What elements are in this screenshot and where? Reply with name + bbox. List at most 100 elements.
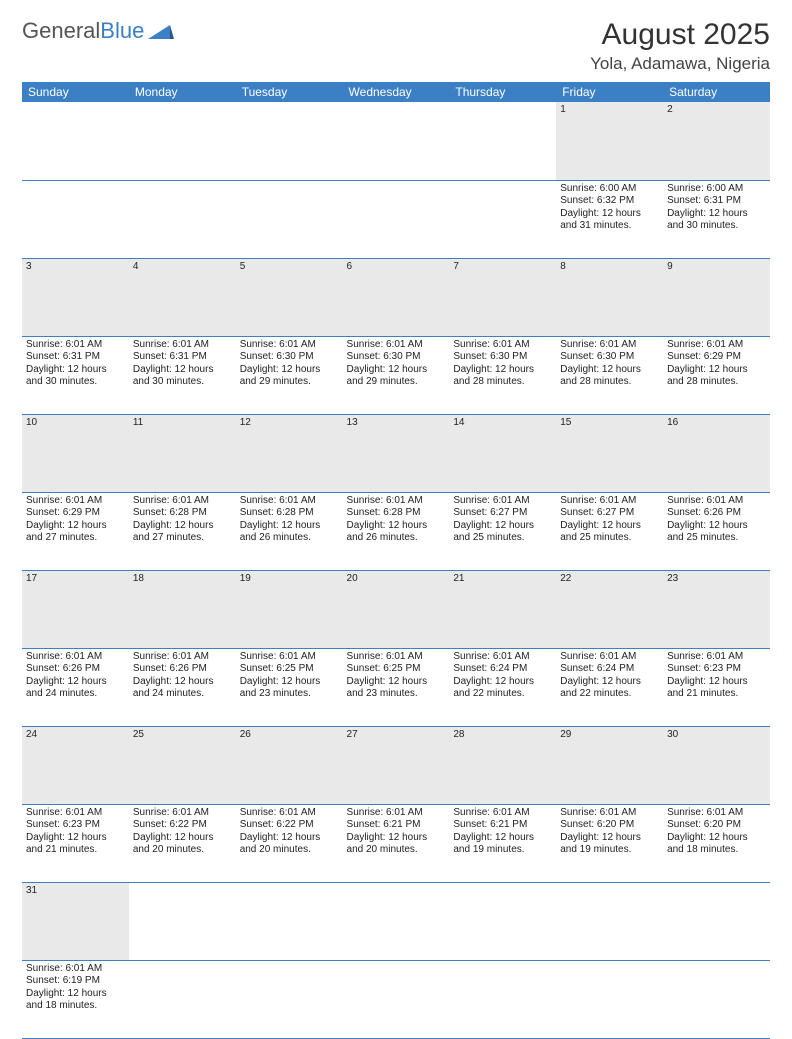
day-detail-cell: Sunrise: 6:01 AMSunset: 6:27 PMDaylight:… [449,492,556,570]
daynum-row: 10111213141516 [22,414,770,492]
day-detail-cell [449,960,556,1038]
day-header: Sunday [22,82,129,102]
day-detail-cell: Sunrise: 6:00 AMSunset: 6:31 PMDaylight:… [663,180,770,258]
day-number-cell [129,102,236,180]
day-number-cell: 11 [129,414,236,492]
day-number-cell [129,882,236,960]
logo-text-2: Blue [100,18,144,44]
detail-row: Sunrise: 6:01 AMSunset: 6:26 PMDaylight:… [22,648,770,726]
day-detail-cell: Sunrise: 6:01 AMSunset: 6:28 PMDaylight:… [236,492,343,570]
day-detail-cell: Sunrise: 6:01 AMSunset: 6:26 PMDaylight:… [663,492,770,570]
detail-row: Sunrise: 6:01 AMSunset: 6:23 PMDaylight:… [22,804,770,882]
logo-text-1: General [22,18,100,44]
day-number-cell: 5 [236,258,343,336]
day-header: Monday [129,82,236,102]
day-number-cell: 24 [22,726,129,804]
detail-row: Sunrise: 6:01 AMSunset: 6:19 PMDaylight:… [22,960,770,1038]
day-number-cell: 23 [663,570,770,648]
day-detail-cell: Sunrise: 6:01 AMSunset: 6:28 PMDaylight:… [129,492,236,570]
day-number-cell: 19 [236,570,343,648]
day-detail-cell: Sunrise: 6:01 AMSunset: 6:30 PMDaylight:… [556,336,663,414]
day-number-cell: 6 [343,258,450,336]
day-number-cell [236,882,343,960]
day-number-cell: 21 [449,570,556,648]
day-detail-cell [22,180,129,258]
calendar-body: 12Sunrise: 6:00 AMSunset: 6:32 PMDayligh… [22,102,770,1038]
day-detail-cell: Sunrise: 6:01 AMSunset: 6:24 PMDaylight:… [556,648,663,726]
day-detail-cell: Sunrise: 6:01 AMSunset: 6:31 PMDaylight:… [22,336,129,414]
day-number-cell [343,882,450,960]
day-number-cell: 27 [343,726,450,804]
day-number-cell [22,102,129,180]
day-detail-cell: Sunrise: 6:01 AMSunset: 6:30 PMDaylight:… [449,336,556,414]
calendar-table: SundayMondayTuesdayWednesdayThursdayFrid… [22,82,770,1039]
day-number-cell: 8 [556,258,663,336]
daynum-row: 31 [22,882,770,960]
daynum-row: 24252627282930 [22,726,770,804]
day-detail-cell [236,960,343,1038]
page-header: GeneralBlue August 2025 Yola, Adamawa, N… [22,18,770,74]
day-detail-cell: Sunrise: 6:01 AMSunset: 6:29 PMDaylight:… [22,492,129,570]
day-detail-cell: Sunrise: 6:01 AMSunset: 6:20 PMDaylight:… [556,804,663,882]
day-number-cell: 12 [236,414,343,492]
day-number-cell: 29 [556,726,663,804]
day-detail-cell: Sunrise: 6:01 AMSunset: 6:29 PMDaylight:… [663,336,770,414]
day-header: Wednesday [343,82,450,102]
detail-row: Sunrise: 6:00 AMSunset: 6:32 PMDaylight:… [22,180,770,258]
day-number-cell: 13 [343,414,450,492]
day-header: Friday [556,82,663,102]
day-number-cell [343,102,450,180]
day-detail-cell: Sunrise: 6:01 AMSunset: 6:23 PMDaylight:… [22,804,129,882]
calendar-head: SundayMondayTuesdayWednesdayThursdayFrid… [22,82,770,102]
day-number-cell: 22 [556,570,663,648]
day-number-cell [449,102,556,180]
day-detail-cell: Sunrise: 6:00 AMSunset: 6:32 PMDaylight:… [556,180,663,258]
day-number-cell [449,882,556,960]
location-text: Yola, Adamawa, Nigeria [590,54,770,74]
day-detail-cell: Sunrise: 6:01 AMSunset: 6:21 PMDaylight:… [449,804,556,882]
day-number-cell: 1 [556,102,663,180]
sail-icon [148,22,174,40]
day-number-cell: 7 [449,258,556,336]
daynum-row: 12 [22,102,770,180]
day-detail-cell: Sunrise: 6:01 AMSunset: 6:20 PMDaylight:… [663,804,770,882]
day-number-cell: 18 [129,570,236,648]
day-detail-cell: Sunrise: 6:01 AMSunset: 6:25 PMDaylight:… [343,648,450,726]
title-block: August 2025 Yola, Adamawa, Nigeria [590,18,770,74]
day-number-cell: 15 [556,414,663,492]
day-detail-cell: Sunrise: 6:01 AMSunset: 6:30 PMDaylight:… [236,336,343,414]
month-title: August 2025 [590,18,770,52]
day-detail-cell: Sunrise: 6:01 AMSunset: 6:27 PMDaylight:… [556,492,663,570]
day-detail-cell [449,180,556,258]
day-detail-cell [343,960,450,1038]
day-detail-cell: Sunrise: 6:01 AMSunset: 6:26 PMDaylight:… [22,648,129,726]
day-detail-cell: Sunrise: 6:01 AMSunset: 6:26 PMDaylight:… [129,648,236,726]
day-detail-cell: Sunrise: 6:01 AMSunset: 6:19 PMDaylight:… [22,960,129,1038]
day-detail-cell [129,960,236,1038]
day-detail-cell [556,960,663,1038]
day-header: Saturday [663,82,770,102]
day-detail-cell: Sunrise: 6:01 AMSunset: 6:22 PMDaylight:… [236,804,343,882]
day-number-cell: 9 [663,258,770,336]
day-detail-cell [236,180,343,258]
day-number-cell [236,102,343,180]
day-detail-cell: Sunrise: 6:01 AMSunset: 6:31 PMDaylight:… [129,336,236,414]
day-header: Thursday [449,82,556,102]
day-number-cell: 30 [663,726,770,804]
day-detail-cell [129,180,236,258]
daynum-row: 17181920212223 [22,570,770,648]
day-detail-cell: Sunrise: 6:01 AMSunset: 6:21 PMDaylight:… [343,804,450,882]
day-number-cell: 16 [663,414,770,492]
day-number-cell: 2 [663,102,770,180]
day-number-cell: 17 [22,570,129,648]
day-number-cell: 3 [22,258,129,336]
day-detail-cell: Sunrise: 6:01 AMSunset: 6:23 PMDaylight:… [663,648,770,726]
detail-row: Sunrise: 6:01 AMSunset: 6:31 PMDaylight:… [22,336,770,414]
day-detail-cell [343,180,450,258]
logo: GeneralBlue [22,18,174,44]
day-number-cell: 4 [129,258,236,336]
day-detail-cell: Sunrise: 6:01 AMSunset: 6:28 PMDaylight:… [343,492,450,570]
day-number-cell: 28 [449,726,556,804]
day-detail-cell: Sunrise: 6:01 AMSunset: 6:25 PMDaylight:… [236,648,343,726]
day-detail-cell: Sunrise: 6:01 AMSunset: 6:30 PMDaylight:… [343,336,450,414]
